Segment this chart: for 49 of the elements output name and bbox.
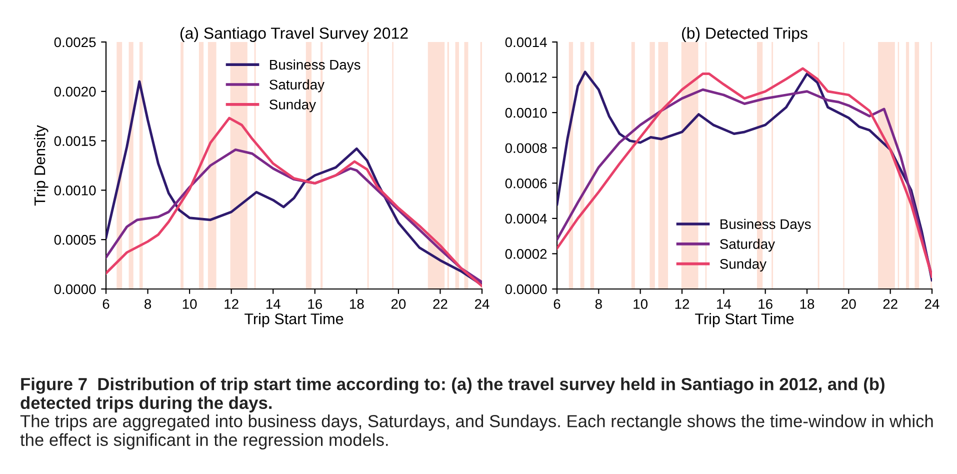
- y-tick-label: 0.0015: [54, 136, 96, 146]
- x-tick-label: 18: [350, 299, 364, 309]
- y-tick-label: 0.0025: [54, 37, 96, 48]
- y-tick-label: 0.0010: [54, 186, 96, 196]
- y-tick-label: 0.0000: [54, 284, 96, 294]
- x-tick-label: 8: [144, 299, 152, 309]
- x-tick-label: 8: [595, 299, 602, 309]
- y-tick-label: 0.0010: [505, 108, 547, 118]
- x-tick-label: 12: [224, 299, 238, 309]
- x-tick-label: 10: [634, 299, 648, 309]
- x-tick-label: 6: [102, 299, 110, 309]
- caption: Figure 7 Distribution of trip start time according to: (a) the travel survey held in Santiago in 2012, and (b) detected trips during the days.: [20, 377, 884, 413]
- legend-label: Sunday: [720, 258, 766, 272]
- x-tick-label: 22: [433, 299, 448, 309]
- legend-label: Saturday: [270, 79, 324, 92]
- x-tick-label: 14: [266, 299, 280, 309]
- x-tick-label: 12: [675, 299, 690, 309]
- line-series: [106, 116, 482, 288]
- y-tick-label: 0.0006: [505, 178, 547, 188]
- y-tick-label: 0.0008: [505, 143, 547, 154]
- x-tick-label: 6: [554, 299, 560, 309]
- x-axis-title: Trip Start Time: [695, 313, 794, 328]
- legend-label: Business Days: [720, 218, 811, 232]
- line-series: [106, 80, 482, 286]
- legend-label: Business Days: [270, 59, 360, 72]
- x-tick-label: 22: [883, 299, 898, 309]
- x-tick-label: 24: [474, 299, 490, 309]
- x-tick-label: 20: [842, 299, 856, 309]
- legend-label: Sunday: [270, 99, 316, 112]
- y-tick-label: 0.0005: [54, 234, 96, 245]
- x-tick-label: 10: [182, 299, 197, 309]
- y-axis-title: Trip Density: [34, 125, 48, 206]
- x-tick-label: 14: [717, 299, 731, 309]
- x-axis-title: Trip Start Time: [244, 313, 344, 328]
- text: The trips are aggregated into business days, Saturdays, and Sundays. Each rectangle shows the time-window in which the effect is significant in the regression models.: [20, 414, 933, 450]
- x-tick-label: 24: [924, 299, 940, 309]
- chart-title: (b) Detected Trips: [682, 27, 808, 42]
- y-tick-label: 0.0002: [505, 249, 547, 259]
- x-tick-label: 16: [308, 299, 322, 309]
- x-tick-label: 20: [391, 299, 406, 309]
- legend-label: Saturday: [720, 238, 775, 252]
- y-tick-label: 0.0000: [505, 284, 547, 294]
- y-tick-label: 0.0012: [505, 72, 547, 82]
- y-tick-label: 0.0020: [54, 86, 96, 97]
- x-tick-label: 16: [758, 299, 772, 309]
- x-tick-label: 18: [800, 299, 814, 309]
- y-tick-label: 0.0004: [505, 214, 547, 224]
- chart-title: (a) Santiago Travel Survey 2012: [180, 27, 408, 42]
- y-tick-label: 0.0014: [505, 37, 547, 48]
